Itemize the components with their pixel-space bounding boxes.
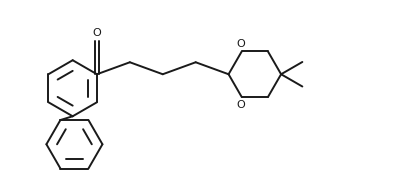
Text: O: O (93, 28, 101, 38)
Text: O: O (236, 39, 245, 49)
Text: O: O (236, 100, 245, 110)
